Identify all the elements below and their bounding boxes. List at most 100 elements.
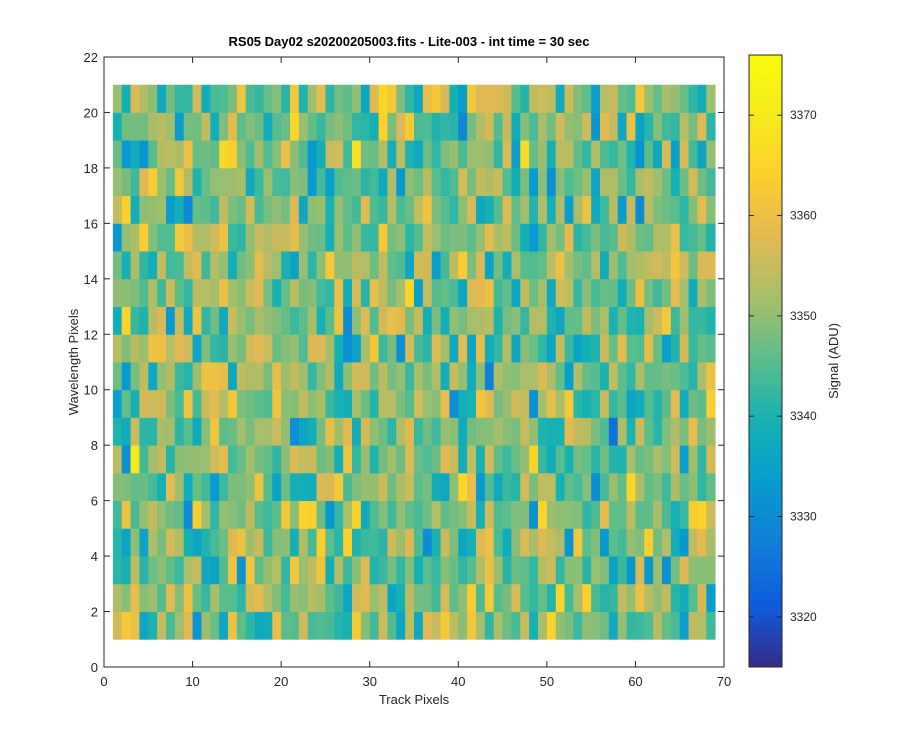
- heatmap-cell: [529, 500, 539, 529]
- heatmap-cell: [343, 445, 353, 474]
- heatmap-cell: [484, 278, 495, 307]
- heatmap-cell: [467, 278, 477, 307]
- heatmap-cell: [449, 417, 459, 446]
- heatmap-cell: [378, 140, 388, 169]
- heatmap-cell: [511, 334, 521, 363]
- heatmap-cell: [174, 389, 185, 418]
- heatmap-cell: [670, 195, 681, 224]
- heatmap-cell: [254, 112, 264, 141]
- heatmap-cell: [511, 278, 521, 307]
- heatmap-cell: [281, 445, 291, 474]
- heatmap-cell: [564, 167, 574, 197]
- heatmap-cell: [476, 140, 486, 169]
- heatmap-cell: [369, 334, 379, 363]
- heatmap-cell: [670, 556, 681, 585]
- heatmap-cell: [511, 611, 521, 640]
- heatmap-cell: [174, 306, 185, 335]
- heatmap-cell: [405, 251, 415, 280]
- heatmap-cell: [272, 251, 282, 280]
- heatmap-cell: [467, 500, 477, 529]
- heatmap-cell: [210, 306, 220, 335]
- heatmap-cell: [617, 445, 627, 474]
- heatmap-cell: [502, 611, 512, 640]
- heatmap-cell: [245, 417, 255, 446]
- colorbar-tick-label: 3320: [790, 610, 817, 624]
- y-tick-label: 0: [91, 660, 98, 675]
- heatmap-cell: [369, 278, 379, 307]
- heatmap-cell: [449, 472, 459, 502]
- heatmap-cell: [378, 556, 388, 585]
- heatmap-cell: [484, 251, 495, 280]
- heatmap-cell: [192, 84, 202, 113]
- heatmap-cell: [121, 445, 131, 474]
- heatmap-cell: [608, 334, 619, 363]
- heatmap-cell: [697, 472, 707, 502]
- heatmap-cell: [493, 445, 503, 474]
- heatmap-cell: [343, 334, 353, 363]
- heatmap-cell: [352, 445, 362, 474]
- heatmap-cell: [405, 472, 415, 502]
- heatmap-cell: [653, 500, 663, 529]
- heatmap-cell: [697, 306, 707, 335]
- heatmap-cell: [307, 140, 317, 169]
- heatmap-cell: [157, 611, 167, 640]
- heatmap-cell: [502, 140, 512, 169]
- heatmap-cell: [325, 84, 335, 113]
- heatmap-cell: [387, 167, 397, 197]
- heatmap-cell: [644, 167, 654, 197]
- y-tick-label: 16: [84, 216, 98, 231]
- heatmap-cell: [635, 611, 645, 640]
- heatmap-cell: [520, 445, 530, 474]
- heatmap-cell: [298, 306, 309, 335]
- heatmap-cell: [431, 472, 441, 502]
- heatmap-cell: [236, 112, 247, 141]
- heatmap-cell: [440, 472, 450, 502]
- heatmap-cell: [564, 334, 574, 363]
- heatmap-cell: [458, 611, 468, 640]
- heatmap-cell: [502, 334, 512, 363]
- heatmap-cell: [706, 611, 716, 640]
- heatmap-cell: [564, 389, 574, 418]
- heatmap-cell: [414, 167, 424, 197]
- heatmap-cell: [121, 140, 131, 169]
- heatmap-cell: [396, 445, 406, 474]
- heatmap-cell: [670, 389, 681, 418]
- heatmap-cell: [502, 417, 512, 446]
- heatmap-cell: [538, 583, 548, 612]
- heatmap-cell: [662, 417, 672, 446]
- heatmap-cell: [325, 306, 335, 335]
- heatmap-cell: [635, 528, 645, 557]
- heatmap-cell: [600, 223, 610, 252]
- heatmap-cell: [538, 84, 548, 113]
- heatmap-cell: [290, 611, 300, 640]
- y-tick-label: 18: [84, 161, 98, 176]
- heatmap-cell: [591, 84, 601, 113]
- heatmap-cell: [263, 417, 273, 446]
- heatmap-cell: [635, 167, 645, 197]
- heatmap-cell: [591, 472, 601, 502]
- heatmap-cell: [458, 223, 468, 252]
- heatmap-cell: [679, 140, 689, 169]
- heatmap-cell: [431, 167, 441, 197]
- heatmap-cell: [219, 278, 229, 307]
- heatmap-cell: [546, 583, 557, 612]
- heatmap-cell: [440, 583, 450, 612]
- heatmap-cell: [511, 583, 521, 612]
- heatmap-cell: [644, 472, 654, 502]
- heatmap-cell: [228, 362, 238, 391]
- heatmap-cell: [325, 167, 335, 197]
- heatmap-cell: [564, 223, 574, 252]
- heatmap-cell: [644, 251, 654, 280]
- heatmap-cell: [697, 251, 707, 280]
- heatmap-cell: [670, 611, 681, 640]
- heatmap-cell: [352, 195, 362, 224]
- heatmap-cell: [670, 112, 681, 141]
- heatmap-cell: [236, 362, 247, 391]
- heatmap-cell: [476, 306, 486, 335]
- heatmap-cell: [325, 528, 335, 557]
- heatmap-cell: [121, 472, 131, 502]
- heatmap-cell: [476, 223, 486, 252]
- heatmap-cell: [431, 445, 441, 474]
- heatmap-cell: [254, 417, 264, 446]
